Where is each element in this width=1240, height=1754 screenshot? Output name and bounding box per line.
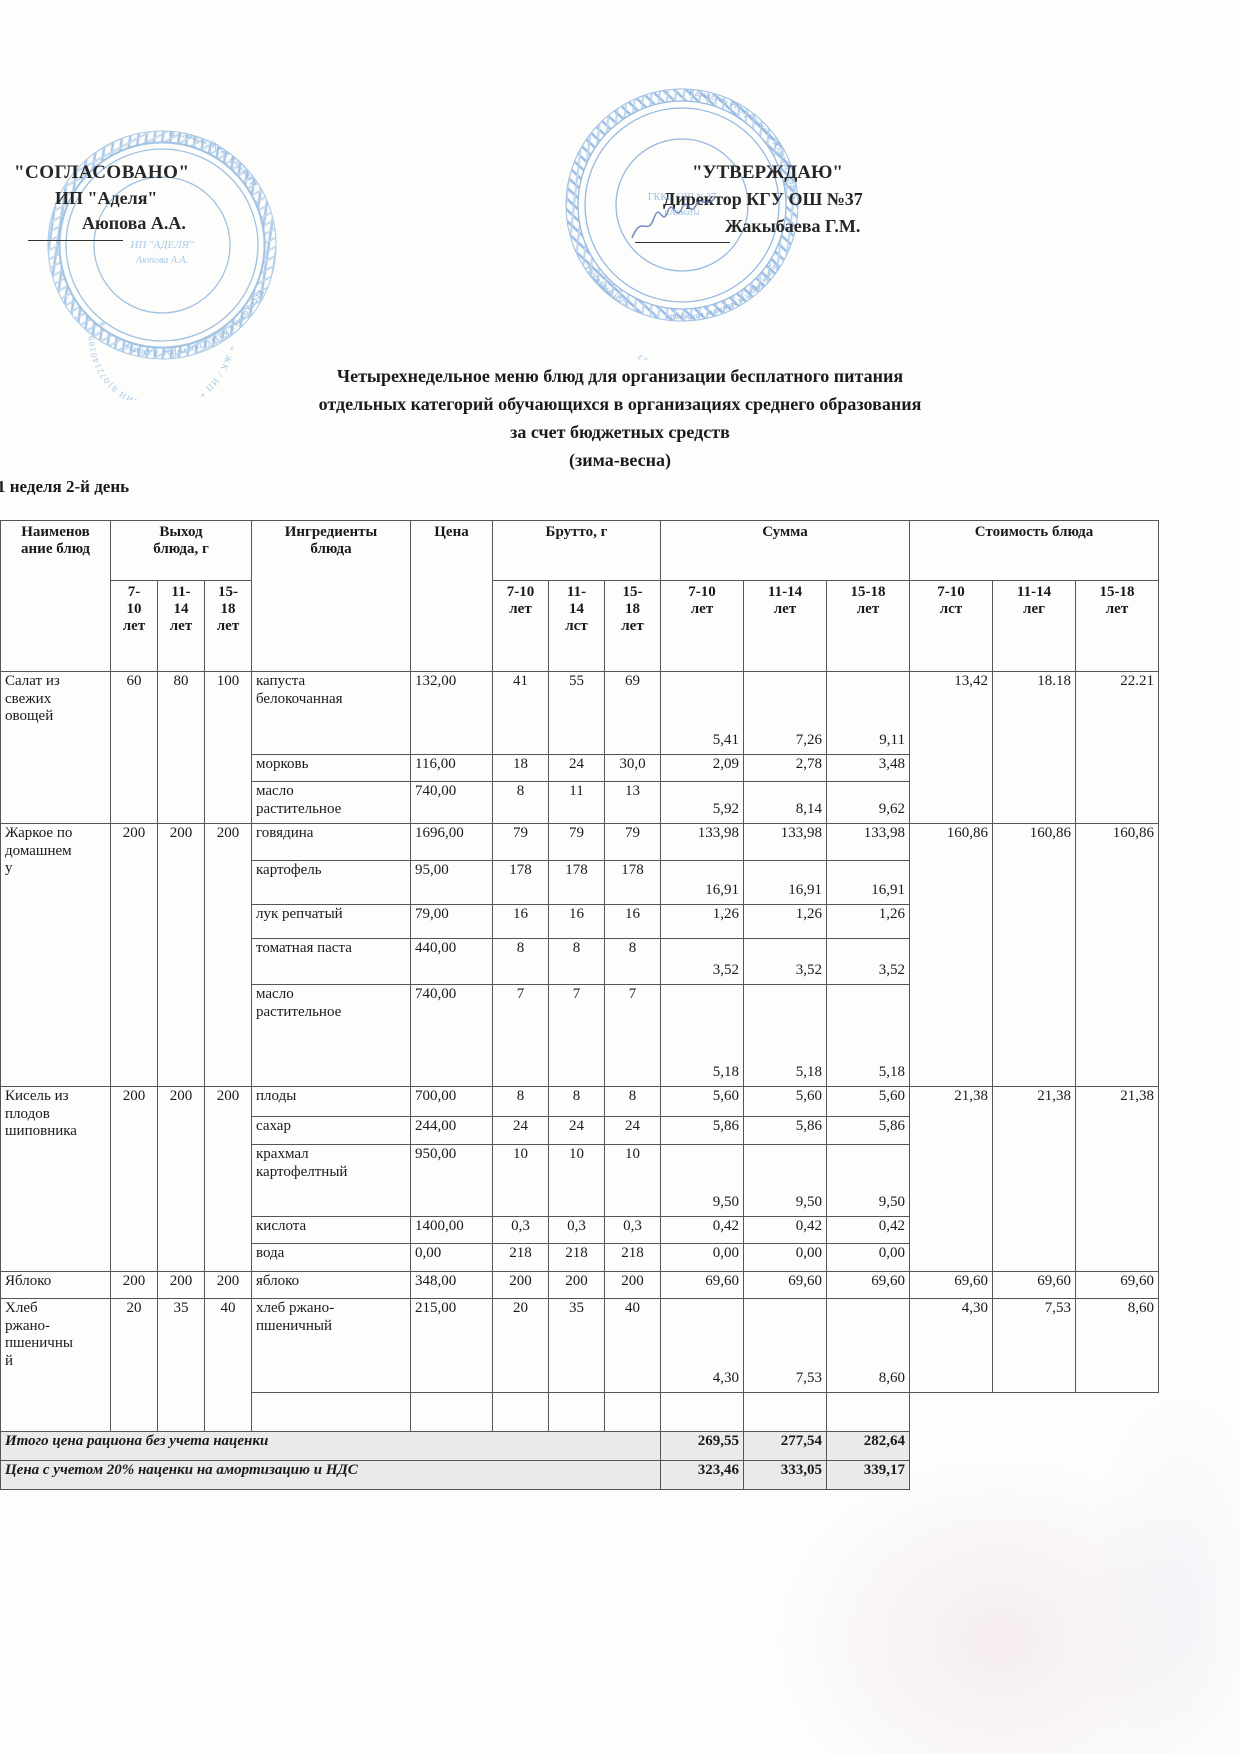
svg-text:ИП "АДЕЛЯ": ИП "АДЕЛЯ" xyxy=(129,239,194,251)
svg-text:БСН 990440004: БСН 990440004 xyxy=(583,264,629,308)
svg-text:*: * xyxy=(99,318,106,333)
svg-text:Аюпова А.А.: Аюпова А.А. xyxy=(135,255,188,266)
svg-text:БСН 123: БСН 123 xyxy=(635,352,673,360)
